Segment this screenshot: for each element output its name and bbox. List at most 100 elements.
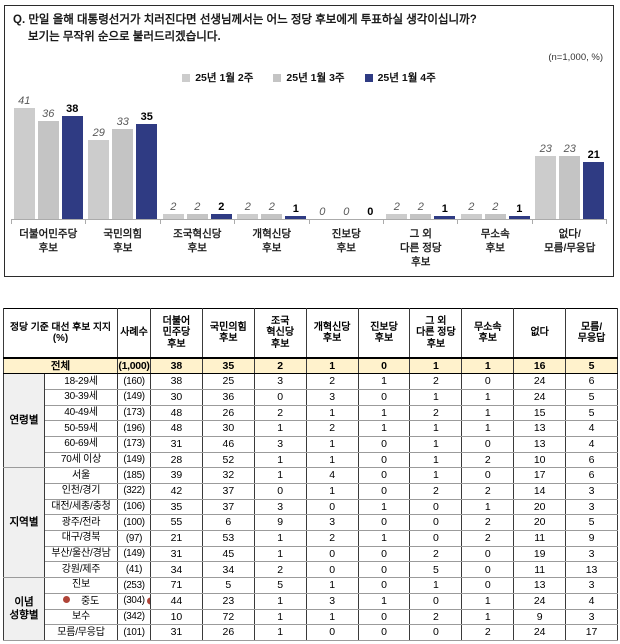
table-row: 강원/제주 (41) 34 34 2 0 0 5 0 11 13 [4, 561, 619, 579]
cell-value: 55 [150, 514, 203, 532]
cell-value: 1 [461, 388, 515, 406]
table-row: 60-69세 (173) 31 46 3 1 0 1 0 13 4 [4, 435, 619, 453]
table-row: 70세 이상 (149) 28 52 1 1 0 1 2 10 6 [4, 451, 619, 469]
table-row: 대전/세종/충청 (106) 35 37 3 0 1 0 1 20 3 [4, 498, 619, 516]
chart-group: 29 33 35 [86, 79, 161, 219]
legend-label: 25년 1월 2주 [195, 72, 254, 84]
category-label: 진보당 후보 [309, 227, 384, 270]
bar [162, 213, 184, 219]
header-line: 민주당 [162, 327, 191, 339]
bar-stack: 33 [112, 116, 134, 219]
cell-value: 0 [409, 514, 463, 532]
table-row: 30-39세 (149) 30 36 0 3 0 1 1 24 5 [4, 388, 619, 406]
cell-value: 10 [150, 608, 203, 626]
cell-value: 0 [253, 388, 307, 406]
row-n: (342) [117, 608, 151, 626]
cell-value: 9 [565, 530, 619, 547]
group-label-line: 이념 [14, 595, 34, 608]
total-value: 0 [357, 357, 411, 375]
chart-group: 2 2 1 [458, 79, 533, 219]
cell-value: 3 [565, 498, 619, 516]
cell-value: 1 [253, 530, 307, 547]
header-line: 후보 [167, 338, 186, 350]
cell-value: 44 [150, 592, 203, 610]
cell-value: 34 [150, 561, 203, 579]
cell-value: 5 [565, 388, 619, 406]
category-label-line: 후보 [411, 256, 431, 269]
cell-value: 5 [201, 577, 255, 594]
bar [186, 213, 208, 219]
chart-categories: 더불어민주당 후보 국민의힘 후보 조국혁신당 후보 개혁신당 후보 진보당 후보 그 외 다른 정당… [11, 227, 607, 270]
cell-value: 6 [565, 451, 619, 469]
header-line: 후보 [219, 333, 238, 344]
cell-value: 0 [357, 577, 411, 594]
total-label: 전체 [3, 357, 118, 375]
cell-value: 36 [201, 388, 255, 406]
table-row-total: 전체 (1,000) 38 35 2 1 0 1 1 16 5 [3, 357, 619, 375]
category-label-line: 무소속 [480, 228, 510, 240]
row-label: 강원/제주 [44, 561, 118, 579]
table-row: 광주/전라 (100) 55 6 9 3 0 0 2 20 5 [4, 514, 619, 532]
legend-marker-icon [364, 73, 373, 82]
cell-value: 9 [253, 514, 307, 532]
header-line: 개혁신당 [313, 321, 351, 333]
total-value: 2 [253, 357, 307, 375]
table-body: 전체 (1,000) 38 35 2 1 0 1 1 16 5 연령별 18-29세 (160) 38 25 3… [3, 357, 619, 641]
category-label-line: 모름/무응답 [544, 242, 596, 255]
bar-stack: 23 [535, 143, 557, 219]
total-value: 38 [150, 357, 203, 375]
cell-value: 17 [565, 624, 619, 641]
group-label-line: 지역별 [9, 516, 39, 529]
cell-value: 1 [409, 435, 463, 453]
cell-value: 2 [305, 420, 359, 437]
header-col-group: 정당 기준 대선 후보 지지 (%) [3, 308, 118, 359]
cell-value: 10 [513, 451, 567, 469]
bar-stack: 23 [559, 143, 581, 219]
cell-value: 3 [305, 514, 359, 532]
cell-value: 53 [201, 530, 255, 547]
row-n: (304) [117, 592, 151, 610]
cell-value: 1 [253, 451, 307, 469]
group-label: 지역별 [3, 467, 45, 579]
cell-value: 38 [150, 373, 203, 390]
cell-value: 1 [357, 420, 411, 437]
cell-value: 2 [253, 404, 307, 422]
cell-value: 0 [357, 608, 411, 626]
total-n: (1,000) [117, 357, 151, 375]
legend-marker-icon [273, 73, 282, 82]
table-row: 40-49세 (173) 48 26 2 1 1 2 1 15 5 [4, 404, 619, 422]
cell-value: 11 [513, 561, 567, 579]
cell-value: 31 [150, 435, 203, 453]
axis-tick [11, 220, 87, 224]
cell-value: 0 [357, 467, 411, 484]
cell-value: 1 [305, 451, 359, 469]
row-n: (100) [117, 514, 151, 532]
bar [237, 213, 259, 219]
chart-plot: 41 36 38 29 33 35 2 2 2 2 2 1 0 0 0 2 2 1 2 2 1 23 23 21 [11, 79, 607, 220]
category-label-line: 더불어민주당 [19, 228, 78, 240]
chart-group: 2 2 1 [235, 79, 310, 219]
cell-value: 1 [305, 483, 359, 500]
bar-value-label: 2 [218, 200, 225, 213]
cell-value: 0 [357, 388, 411, 406]
cell-value: 24 [513, 624, 567, 641]
bar [210, 213, 232, 219]
legend-marker-icon [182, 73, 191, 82]
legend-item: 25년 1월 3주 [273, 70, 345, 85]
bar [285, 216, 307, 219]
bar-value-label: 2 [417, 200, 424, 213]
bar [559, 156, 581, 219]
category-label: 더불어민주당 후보 [11, 227, 86, 270]
group-label-line: 성향별 [9, 609, 39, 621]
marker-dot-icon [147, 597, 150, 605]
axis-tick [384, 220, 459, 224]
bar-value-label: 2 [492, 200, 499, 213]
cell-value: 6 [565, 467, 619, 484]
cell-value: 20 [513, 498, 567, 516]
header-line: 사례수 [120, 327, 148, 339]
cell-value: 0 [461, 373, 515, 390]
group-label: 연령별 [3, 373, 45, 469]
bar-stack: 1 [508, 203, 530, 219]
header-cell: 없다 [513, 308, 567, 359]
cell-value: 5 [409, 561, 463, 579]
